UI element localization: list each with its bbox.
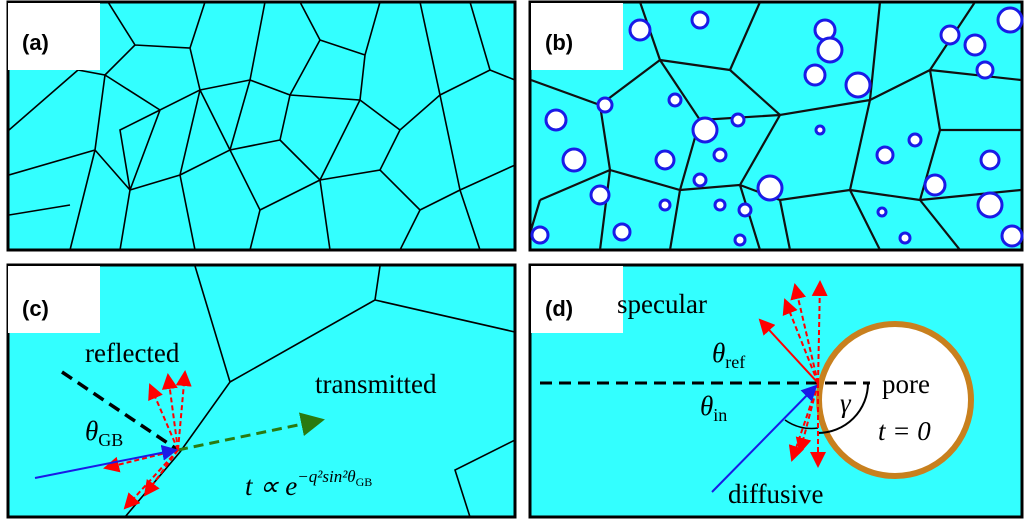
pore: [978, 193, 1002, 217]
pore: [925, 175, 945, 195]
pore: [532, 227, 548, 243]
figure: (a): [0, 0, 1025, 520]
pore: [878, 208, 886, 216]
pore: [660, 200, 670, 210]
pore: [877, 147, 893, 163]
panel-label: (b): [545, 30, 573, 55]
panel-label: (d): [545, 296, 573, 321]
pore: [739, 204, 751, 216]
panel-c: (c) reflected transmitted θGB t ∝ e−q²si…: [8, 265, 515, 517]
pore: [715, 200, 725, 210]
pore: [758, 176, 782, 200]
pore: [546, 110, 566, 130]
diffusive-label: diffusive: [728, 479, 824, 509]
pore: [981, 151, 999, 169]
pore: [977, 62, 993, 78]
pore: [818, 38, 842, 62]
panel-label: (a): [22, 30, 49, 55]
panel-label: (c): [22, 296, 49, 321]
panel-b: (b): [530, 2, 1022, 250]
pore: [805, 65, 825, 85]
pore: [598, 98, 612, 112]
panel-a: (a): [8, 2, 515, 250]
pore: [735, 235, 745, 245]
pore: [941, 26, 959, 44]
pore: [591, 186, 609, 204]
pore: [732, 114, 744, 126]
pore: [656, 151, 674, 169]
pore: [669, 94, 681, 106]
pore: [909, 134, 921, 146]
pore: [900, 233, 910, 243]
pore: [630, 20, 650, 40]
specular-label: specular: [617, 289, 707, 319]
pore: [694, 174, 706, 186]
pore: [614, 224, 630, 240]
pore: [1002, 226, 1022, 246]
pore: [693, 118, 717, 142]
pore: [816, 126, 824, 134]
reflected-label: reflected: [85, 338, 180, 368]
transmitted-label: transmitted: [315, 369, 437, 399]
pore: [563, 149, 585, 171]
pore: [846, 73, 870, 97]
pore: [998, 8, 1022, 32]
pore: [965, 35, 985, 55]
panel-d: (d) specular θref θin γ pore t = 0 diffu…: [530, 265, 1022, 517]
pore: [692, 12, 708, 28]
time-label: t = 0: [878, 416, 931, 446]
pore: [714, 149, 726, 161]
pore-label: pore: [882, 369, 930, 399]
gamma-label: γ: [840, 388, 852, 418]
